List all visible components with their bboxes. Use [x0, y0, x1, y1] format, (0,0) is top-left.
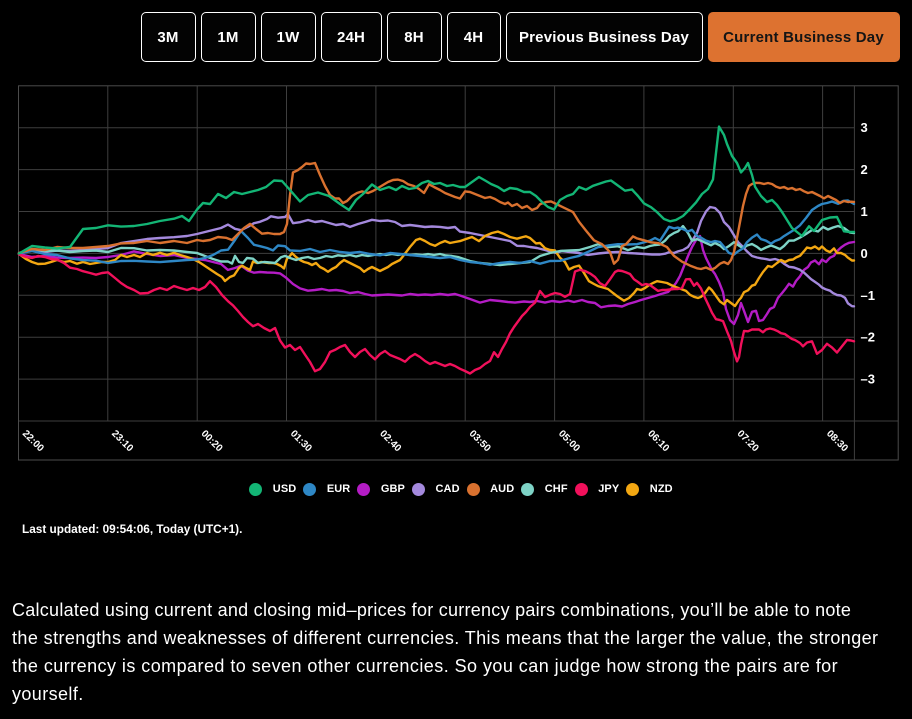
svg-text:08:30: 08:30 [824, 428, 850, 454]
svg-text:00:20: 00:20 [199, 428, 225, 454]
svg-text:03:50: 03:50 [467, 428, 493, 454]
svg-text:02:40: 02:40 [377, 428, 403, 454]
svg-text:2: 2 [861, 162, 868, 177]
svg-text:06:10: 06:10 [645, 428, 671, 454]
svg-text:3: 3 [861, 120, 868, 135]
svg-text:22:00: 22:00 [20, 428, 46, 454]
svg-text:–3: –3 [861, 372, 875, 387]
svg-text:–2: –2 [861, 330, 875, 345]
svg-text:–1: –1 [861, 288, 875, 303]
svg-text:01:30: 01:30 [288, 428, 314, 454]
svg-text:0: 0 [861, 246, 868, 261]
svg-text:07:20: 07:20 [735, 428, 761, 454]
svg-text:1: 1 [861, 204, 868, 219]
svg-text:05:00: 05:00 [556, 428, 582, 454]
svg-text:23:10: 23:10 [109, 428, 135, 454]
